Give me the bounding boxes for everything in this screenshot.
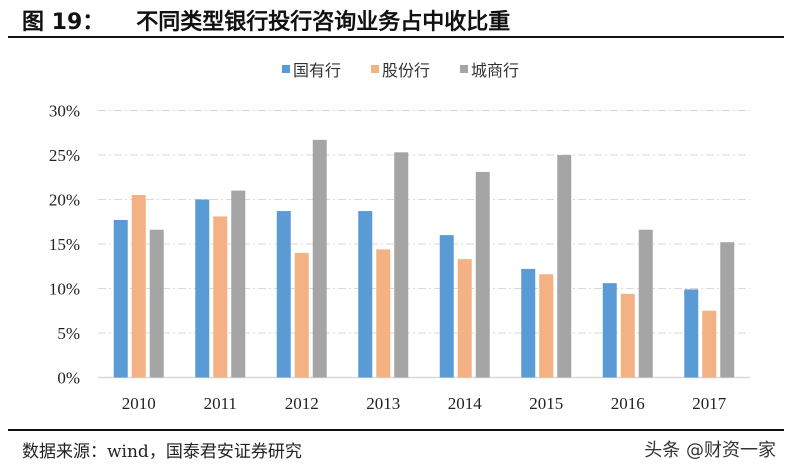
legend-label: 国有行 xyxy=(293,61,341,80)
figure-title: 图 19： 不同类型银行投行咨询业务占中收比重 xyxy=(22,4,510,36)
legend-label: 股份行 xyxy=(382,61,430,80)
y-tick-label: 10% xyxy=(49,280,80,299)
bar-2013-城商行 xyxy=(394,152,409,378)
bar-2017-城商行 xyxy=(720,242,735,378)
bar-2012-国有行 xyxy=(276,211,291,378)
legend-label: 城商行 xyxy=(471,61,519,80)
y-tick-label: 0% xyxy=(57,369,80,388)
figure-number: 图 19： xyxy=(22,10,105,35)
bar-2011-国有行 xyxy=(195,199,210,378)
bar-2017-国有行 xyxy=(684,289,699,378)
bar-2010-国有行 xyxy=(113,219,128,378)
bar-2014-股份行 xyxy=(457,259,472,378)
bar-2015-国有行 xyxy=(521,268,536,378)
bar-2010-股份行 xyxy=(131,195,146,378)
x-tick-label: 2014 xyxy=(448,394,483,413)
y-tick-label: 25% xyxy=(49,146,80,165)
bar-2011-城商行 xyxy=(231,190,246,378)
bar-2015-城商行 xyxy=(557,155,572,378)
source-note: 数据来源：wind，国泰君安证券研究 xyxy=(22,442,302,462)
legend-swatch xyxy=(460,65,468,73)
bar-2014-城商行 xyxy=(475,171,490,378)
y-tick-label: 5% xyxy=(57,324,80,343)
bar-2016-城商行 xyxy=(638,229,653,378)
watermark: 头条 @财资一家 xyxy=(644,440,776,461)
bars xyxy=(113,139,735,378)
bar-2016-股份行 xyxy=(620,293,635,378)
x-axis-ticks: 2010 2011 2012 2013 2014 2015 2016 2017 xyxy=(122,394,727,413)
x-tick-label: 2016 xyxy=(611,394,645,413)
y-tick-label: 20% xyxy=(49,191,80,210)
bar-2013-股份行 xyxy=(376,249,391,378)
bar-2016-国有行 xyxy=(602,283,617,378)
figure-title-text: 不同类型银行投行咨询业务占中收比重 xyxy=(136,10,511,35)
footer-rule xyxy=(8,429,784,431)
legend-swatch xyxy=(371,65,379,73)
y-axis-ticks: 0% 5% 10% 15% 20% 25% 30% xyxy=(49,102,80,388)
bar-2014-国有行 xyxy=(439,235,454,378)
y-tick-label: 15% xyxy=(49,235,80,254)
x-tick-label: 2013 xyxy=(366,394,400,413)
legend: 国有行 股份行 城商行 xyxy=(282,61,519,80)
x-tick-label: 2015 xyxy=(529,394,563,413)
x-tick-label: 2017 xyxy=(692,394,727,413)
bar-2010-城商行 xyxy=(149,229,164,378)
bar-2012-城商行 xyxy=(312,139,327,378)
bar-2012-股份行 xyxy=(294,252,309,378)
y-tick-label: 30% xyxy=(49,102,80,121)
x-tick-label: 2012 xyxy=(285,394,319,413)
header-rule xyxy=(8,36,784,38)
legend-swatch xyxy=(282,65,290,73)
x-tick-label: 2011 xyxy=(204,394,237,413)
bar-2011-股份行 xyxy=(213,216,228,378)
bar-2017-股份行 xyxy=(702,310,717,378)
bar-2015-股份行 xyxy=(539,274,554,378)
x-tick-label: 2010 xyxy=(122,394,156,413)
bar-2013-国有行 xyxy=(358,211,373,378)
